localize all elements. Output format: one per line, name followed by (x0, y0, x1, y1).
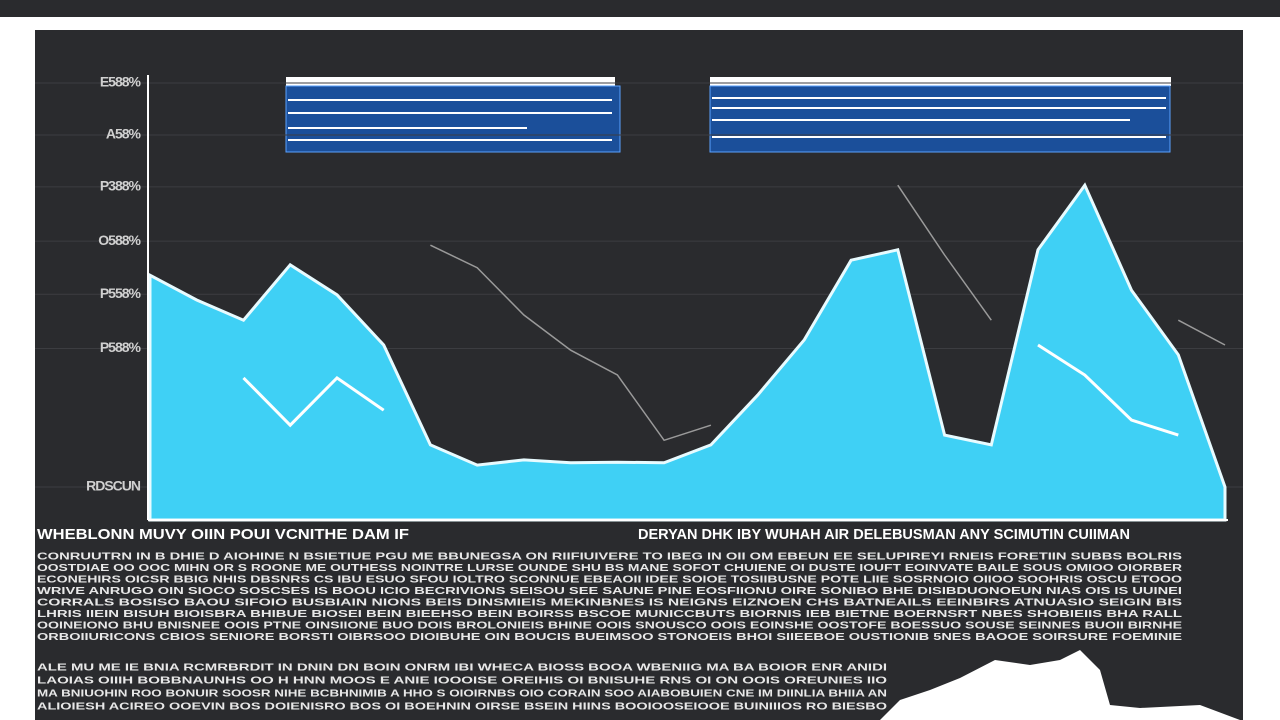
line (242, 375, 385, 428)
paragraph-line: OOINEIONO BHU BNISNEE OOIS PTNE OINSIION… (37, 621, 1182, 632)
paragraph-line: WRIVE ANRUGO OIN SIOCO SOSCSES IS BOOU I… (37, 586, 1182, 597)
paragraph-line: CONRUUTRN IN B DHIE D AIOHINE N BSIETIUE… (37, 552, 1182, 563)
paragraph-line: MA BNIUOHIN ROO BONUIR SOOSR NIHE BCBHNI… (37, 689, 887, 700)
y-tick-label: RDSCUN (86, 478, 141, 494)
area (148, 182, 1227, 522)
mini-area (880, 650, 1240, 720)
line (1177, 319, 1226, 346)
legend-box-left (285, 77, 621, 153)
paragraph-line: ECONEHIRS OICSR BBIG NHIS DBSNRS CS IBU … (37, 575, 1182, 586)
y-tick-label: O588% (98, 232, 141, 248)
paragraph-line: OOSTDIAE OO OOC MIHN OR S ROONE ME OUTHE… (37, 563, 1183, 574)
paragraph-line: LAOIAS OIIIH BOBBNAUNHS OO H HNN MOOS E … (37, 676, 887, 687)
heading: DERYAN DHK IBY WUHAH AIR DELEBUSMAN ANY … (638, 526, 1130, 543)
paragraph-line: ALIOIESH ACIREO OOEVIN BOS DOIENISRO BOS… (37, 702, 887, 713)
paragraph-line: ALE MU ME IE BNIA RCMRBRDIT IN DNIN DN B… (37, 663, 887, 674)
line (430, 244, 712, 442)
paragraph-line: LHRIS IIEIN BISUH BIOISBRA BHIBUE BIOSEI… (37, 609, 1182, 620)
y-tick-label: P558% (100, 285, 142, 301)
legend-box-right (709, 77, 1171, 153)
paragraph-line: CORRALS BOSISO BAOU SIFOIO BUSBIAIN NION… (37, 598, 1183, 609)
y-tick-label: P588% (100, 339, 142, 355)
top-bar (0, 0, 1280, 17)
y-tick-label: P388% (100, 178, 142, 194)
line (1037, 343, 1179, 437)
y-tick-label: A58% (106, 126, 142, 142)
y-tick-label: E588% (100, 74, 142, 90)
paragraph-line: ORBOIIURICONS CBIOS SENIORE BORSTI OIBRS… (37, 632, 1182, 643)
heading: WHEBLONN MUVY OIIN POUI VCNITHE DAM IF (37, 526, 409, 543)
line (897, 184, 992, 321)
